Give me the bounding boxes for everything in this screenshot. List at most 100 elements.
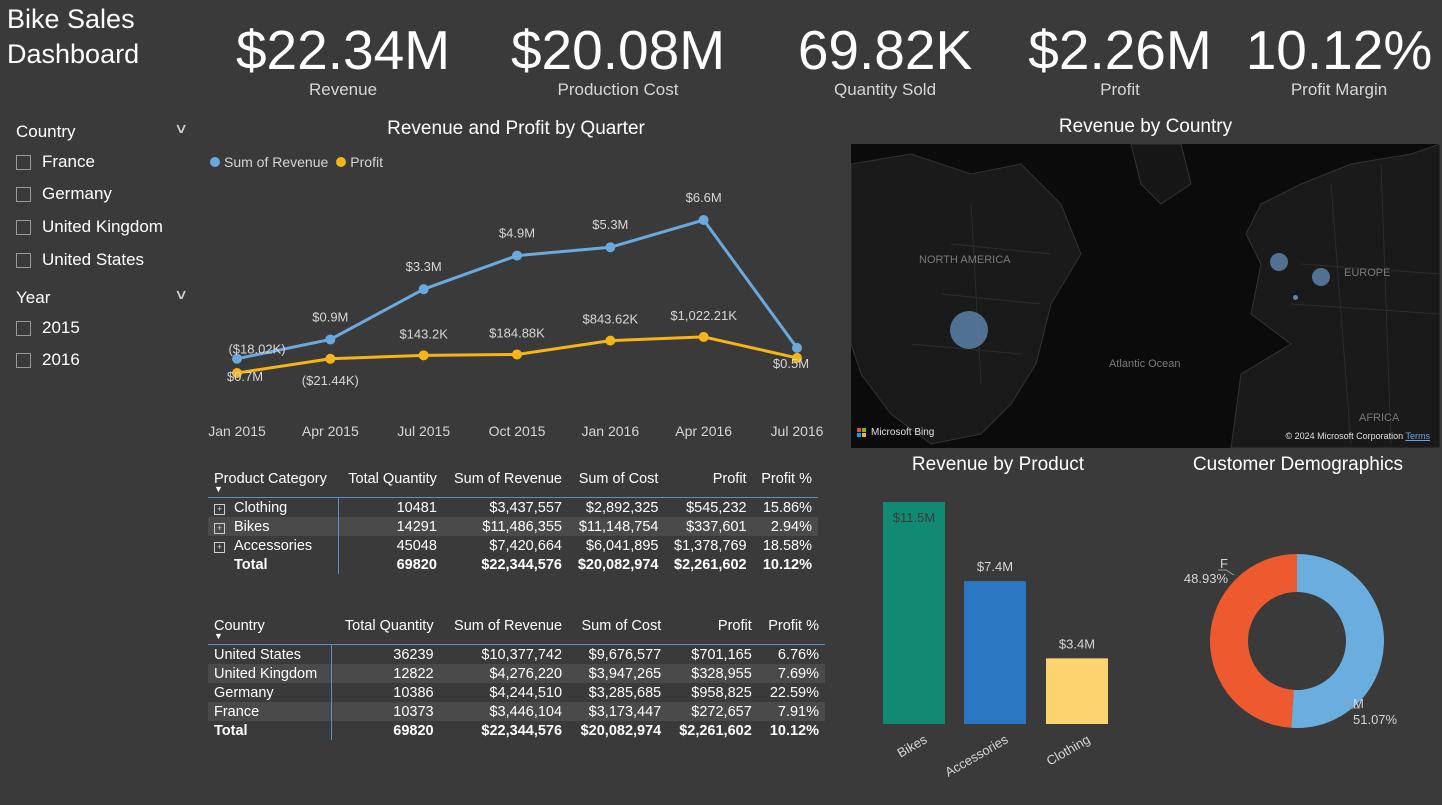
bar-bikes[interactable] [883, 502, 945, 724]
revenue-point[interactable] [605, 242, 616, 253]
table-cell: 10373 [331, 702, 440, 721]
terms-link[interactable]: Terms [1405, 431, 1431, 441]
donut-category-label: F [1220, 556, 1228, 571]
revenue-map[interactable]: NORTH AMERICA EUROPE Atlantic Ocean AFRI… [851, 144, 1440, 448]
table-row[interactable]: United States 36239 $10,377,742 $9,676,577 $… [208, 644, 825, 664]
row-label-cell: + Accessories [208, 536, 339, 555]
table-row[interactable]: France 10373 $3,446,104 $3,173,447 $272,657 7… [208, 702, 825, 721]
checkbox[interactable] [16, 186, 31, 202]
map-bubble-united-kingdom[interactable] [1270, 253, 1288, 271]
column-header[interactable]: Total Quantity [344, 618, 434, 634]
revenue-legend-dot [210, 157, 220, 167]
table-cell: $545,232 [686, 499, 747, 516]
map-bubble-united-states[interactable] [950, 311, 988, 349]
kpi-quantity-sold: 69.82K Quantity Sold [780, 18, 990, 100]
x-tick-label: Jul 2015 [397, 423, 450, 439]
checkbox[interactable] [16, 219, 31, 235]
profit-point[interactable] [418, 350, 429, 361]
map-label-europe: EUROPE [1344, 267, 1391, 279]
total-cell: 10.12% [762, 556, 812, 573]
table-row[interactable]: + Clothing 10481 $3,437,557 $2,892,325 $545,2… [208, 497, 818, 517]
expand-icon[interactable]: + [214, 522, 225, 534]
legend-revenue[interactable]: Sum of Revenue [224, 154, 329, 170]
kpi-value: 10.12% [1245, 19, 1433, 81]
kpi-profit: $2.26M Profit [1016, 18, 1224, 100]
column-header[interactable]: Sum of Cost [578, 471, 659, 487]
profit-data-label: $1,022.21K [670, 308, 737, 323]
column-header[interactable]: Country ▼ [208, 618, 332, 645]
revenue-point[interactable] [232, 353, 242, 364]
checkbox[interactable] [16, 252, 31, 268]
profit-point[interactable] [325, 353, 336, 364]
profit-point[interactable] [605, 335, 616, 346]
column-header[interactable]: Profit [717, 618, 752, 634]
column-header[interactable]: Sum of Revenue [454, 618, 563, 634]
checkbox[interactable] [16, 352, 31, 368]
total-label-cell: Total [208, 721, 333, 740]
checkbox[interactable] [16, 320, 31, 336]
table-row[interactable]: Germany 10386 $4,244,510 $3,285,685 $958,825… [208, 683, 825, 702]
donut-slice-f[interactable] [1210, 554, 1297, 728]
slicer-option-label: France [42, 152, 95, 171]
revenue-point[interactable] [792, 342, 802, 353]
profit-point[interactable] [512, 349, 522, 360]
table-row[interactable]: + Bikes 14291 $11,486,355 $11,148,754 $337,60… [208, 517, 818, 536]
revenue-point[interactable] [325, 334, 336, 345]
leader-line [1342, 700, 1360, 709]
revenue-point[interactable] [418, 284, 429, 295]
profit-data-label: $843.62K [582, 312, 638, 327]
sort-desc-icon[interactable]: ▼ [214, 484, 223, 494]
x-tick-label: Jan 2016 [582, 423, 640, 439]
kpi-value: $2.26M [1028, 19, 1212, 81]
slicer-option-united-kingdom[interactable]: United Kingdom [16, 217, 163, 237]
year-slicer-header[interactable]: Year ∨ [16, 286, 189, 308]
sort-desc-icon[interactable]: ▼ [214, 631, 223, 641]
slicer-option-2016[interactable]: 2016 [16, 350, 80, 370]
column-header[interactable]: Sum of Cost [581, 618, 662, 634]
slicer-option-united-states[interactable]: United States [16, 250, 144, 270]
revenue-data-label: $0.5M [773, 356, 809, 371]
column-header[interactable]: Profit [712, 471, 747, 487]
profit-point[interactable] [232, 368, 242, 378]
profit-data-label: ($21.44K) [302, 373, 359, 388]
table-row[interactable]: + Accessories 45048 $7,420,664 $6,041,895 $1,… [208, 536, 818, 555]
bar-clothing[interactable] [1046, 658, 1108, 724]
chevron-down-icon[interactable]: ∨ [173, 286, 189, 302]
row-label: Bikes [234, 518, 270, 535]
country-slicer-header[interactable]: Country ∨ [16, 120, 189, 142]
revenue-point[interactable] [698, 215, 709, 225]
checkbox[interactable] [16, 154, 31, 170]
table-header-row: Product Category ▼ Total Quantity Sum of … [208, 471, 818, 498]
map-bubble-germany[interactable] [1312, 268, 1330, 286]
map-bubble-france[interactable] [1293, 295, 1298, 300]
bar-accessories[interactable] [964, 581, 1026, 724]
column-header[interactable]: Sum of Revenue [453, 471, 562, 487]
line-chart-legend: Sum of Revenue Profit [210, 154, 383, 170]
profit-point[interactable] [698, 331, 709, 342]
row-label: United States [214, 646, 302, 663]
column-header[interactable]: Profit % [768, 618, 819, 634]
x-category-label: Accessories [942, 731, 1011, 779]
table-row[interactable]: United Kingdom 12822 $4,276,220 $3,947,265 $… [208, 664, 825, 683]
table-cell: $11,486,355 [442, 517, 568, 536]
revenue-point[interactable] [512, 250, 522, 261]
bing-label: Microsoft Bing [871, 427, 935, 438]
country-slicer-label: Country [16, 122, 76, 141]
donut-slice-m[interactable] [1291, 554, 1385, 728]
row-label: Clothing [234, 499, 288, 516]
expand-icon[interactable]: + [214, 503, 225, 515]
legend-profit[interactable]: Profit [350, 154, 383, 170]
chevron-down-icon[interactable]: ∨ [173, 120, 189, 136]
slicer-option-france[interactable]: France [16, 152, 95, 172]
slicer-option-germany[interactable]: Germany [16, 184, 112, 204]
column-header[interactable]: Product Category ▼ [208, 471, 338, 498]
map-label-north-america: NORTH AMERICA [919, 254, 1011, 266]
column-header[interactable]: Profit % [761, 471, 812, 487]
column-header[interactable]: Total Quantity [348, 471, 437, 487]
slicer-option-2015[interactable]: 2015 [16, 318, 80, 338]
map-label-atlantic-ocean: Atlantic Ocean [1109, 358, 1181, 370]
profit-point[interactable] [792, 352, 802, 363]
profit-legend-dot [336, 157, 347, 167]
row-label: United Kingdom [214, 665, 318, 682]
expand-icon[interactable]: + [214, 541, 225, 553]
